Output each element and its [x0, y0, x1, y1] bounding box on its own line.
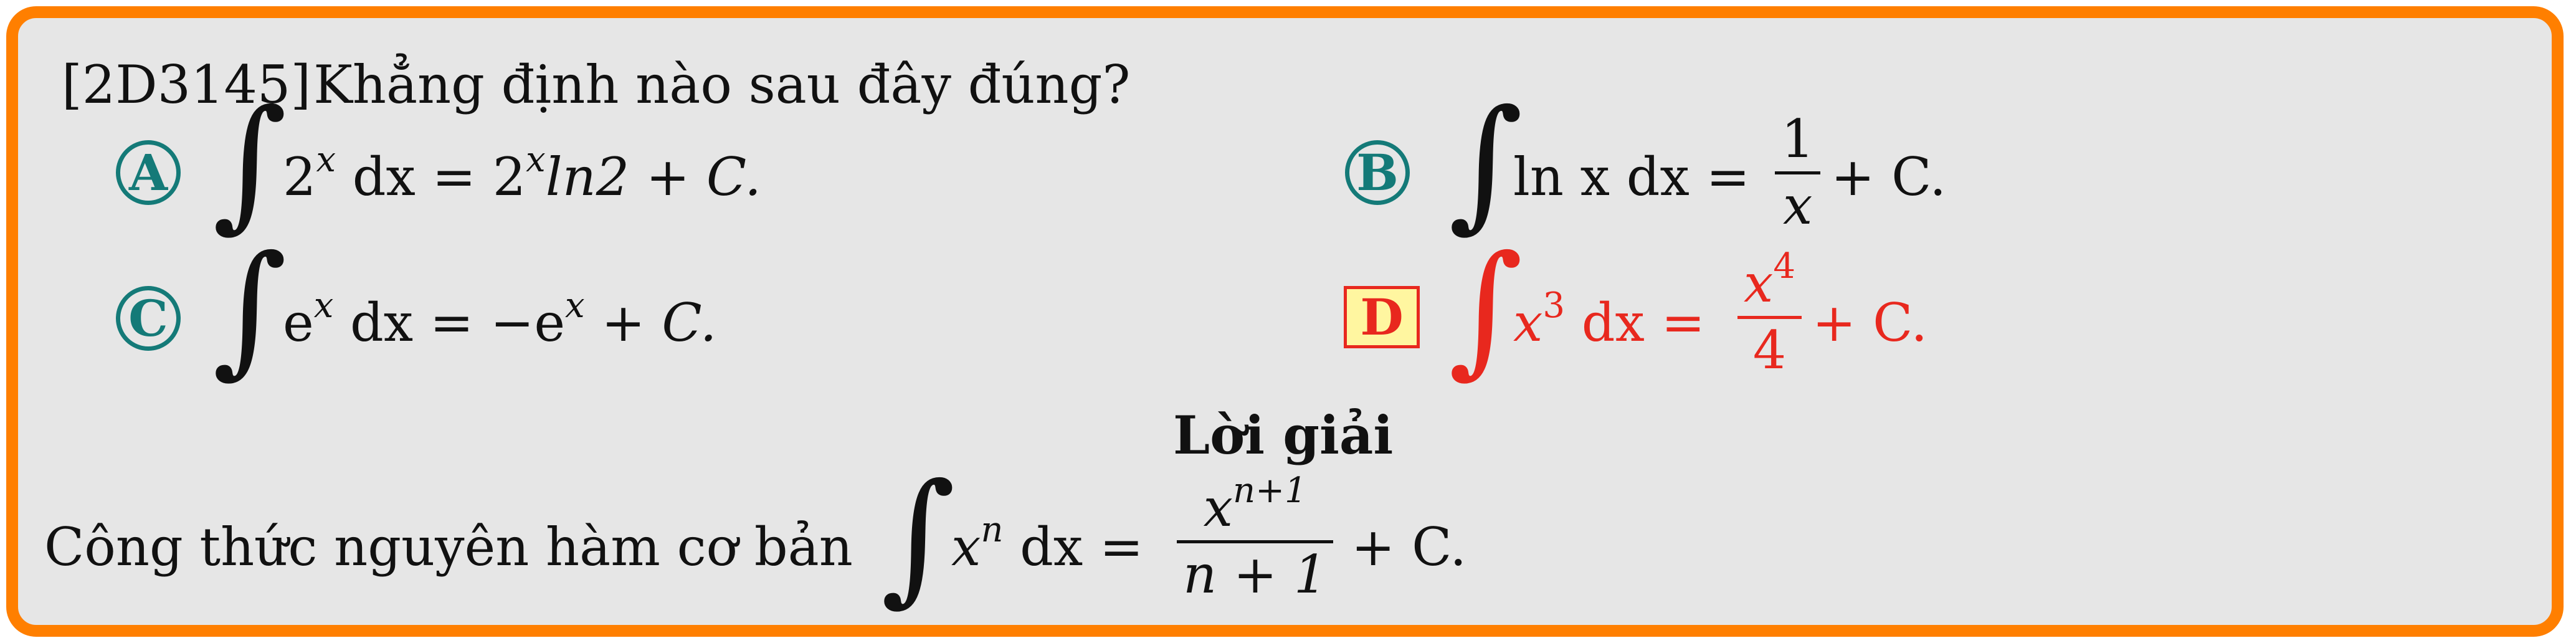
integral-sign-d: ∫ [1448, 226, 1523, 392]
integral-sign-b: ∫ [1448, 80, 1523, 246]
integral-sign-solution: ∫ [881, 454, 956, 620]
option-b-expression: ln x dx = [1513, 146, 1750, 207]
question-card: [2D3145]Khẳng định nào sau đây đúng? A ∫… [6, 6, 2564, 637]
option-d-tail: + C. [1812, 292, 1928, 353]
option-b-tail: + C. [1831, 146, 1947, 207]
solution-expression: xn dx = [951, 510, 1144, 578]
integral-sign-a: ∫ [212, 80, 287, 246]
option-c-expression: ex dx = −ex + C. [283, 285, 717, 354]
option-d-expression: x3 dx = [1513, 285, 1705, 354]
option-b-fraction: 1 x [1775, 112, 1821, 233]
solution-tail: + C. [1351, 517, 1467, 578]
option-c-label[interactable]: C [116, 286, 181, 351]
question-text: Khẳng định nào sau đây đúng? [313, 54, 1131, 115]
solution-fraction: xn+1 n + 1 [1177, 474, 1334, 602]
option-d-label[interactable]: D [1344, 286, 1420, 348]
option-a-label[interactable]: A [116, 140, 181, 205]
solution-text: Công thức nguyên hàm cơ bản [44, 517, 853, 578]
solution-heading: Lời giải [1173, 404, 1394, 466]
option-a-expression: 2x dx = 2xln2 + C. [283, 140, 761, 208]
question-line: [2D3145]Khẳng định nào sau đây đúng? [62, 54, 1130, 115]
option-d-fraction: x4 4 [1737, 249, 1802, 378]
question-code: [2D3145] [62, 54, 311, 115]
integral-sign-c: ∫ [212, 226, 287, 392]
option-b-label[interactable]: B [1345, 140, 1410, 205]
